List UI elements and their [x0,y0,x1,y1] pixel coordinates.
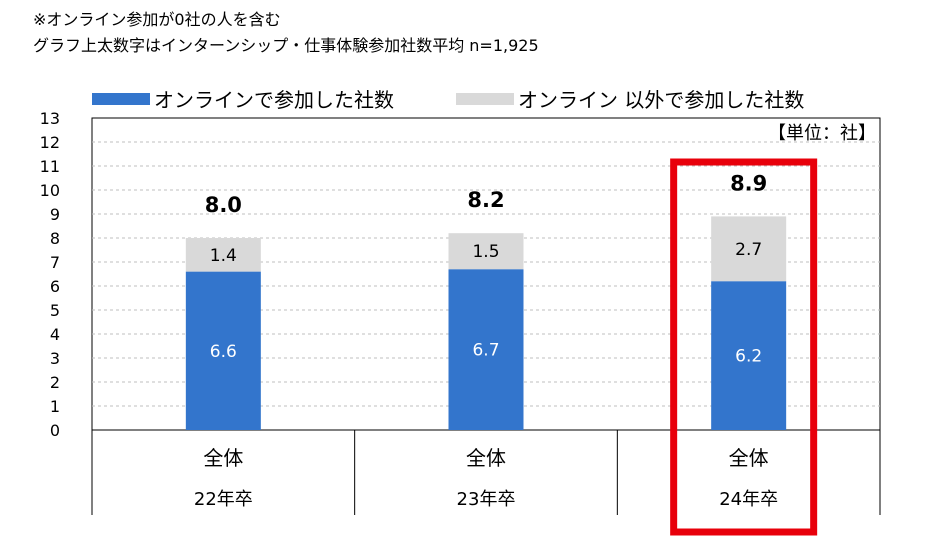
unit-label: 【単位：社】 [768,123,876,144]
data-label-offline: 2.7 [735,240,762,260]
data-label-offline: 1.5 [472,242,499,262]
legend-item-offline: オンライン 以外で参加した社数 [456,84,804,113]
y-tick-label: 8 [50,229,60,248]
category-label: 全体 [729,446,769,470]
bar-online [185,271,261,430]
category-label: 全体 [466,446,506,470]
legend: オンラインで参加した社数 オンライン 以外で参加した社数 [92,84,804,113]
y-tick-label: 5 [50,301,60,320]
y-tick-label: 11 [40,157,60,176]
subcategory-label: 22年卒 [194,489,253,510]
y-tick-label: 2 [50,373,60,392]
total-label: 8.9 [730,171,767,195]
y-tick-label: 10 [40,181,60,200]
y-tick-label: 1 [50,397,60,416]
note-line-1: ※オンライン参加が0社の人を含む [33,10,281,29]
data-label-offline: 1.4 [210,246,237,266]
legend-label-offline: オンライン 以外で参加した社数 [518,88,805,112]
y-tick-label: 6 [50,277,60,296]
total-label: 8.2 [467,188,504,212]
subcategory-label: 24年卒 [719,489,778,510]
legend-item-online: オンラインで参加した社数 [92,84,394,113]
y-tick-label: 4 [50,325,60,344]
legend-swatch-offline [456,92,514,105]
y-tick-label: 9 [50,205,60,224]
y-tick-label: 0 [50,421,60,440]
subcategory-label: 23年卒 [457,489,516,510]
y-tick-label: 7 [50,253,60,272]
y-tick-label: 12 [40,133,60,152]
bar-offline [185,238,261,272]
note-line-2: グラフ上太数字はインターンシップ・仕事体験参加社数平均 n=1,925 [33,36,539,55]
y-tick-label: 3 [50,349,60,368]
bar-offline [448,233,524,270]
bar-online [448,269,524,430]
data-label-online: 6.7 [472,341,499,361]
legend-swatch-online [92,92,150,105]
y-tick-label: 13 [40,109,60,128]
total-label: 8.0 [205,193,242,217]
category-label: 全体 [203,446,243,470]
highlight-box [670,158,818,536]
data-label-online: 6.6 [210,342,237,362]
data-label-online: 6.2 [735,347,762,367]
bar-offline [711,216,787,282]
legend-label-online: オンラインで参加した社数 [154,88,394,112]
bar-online [711,281,787,430]
